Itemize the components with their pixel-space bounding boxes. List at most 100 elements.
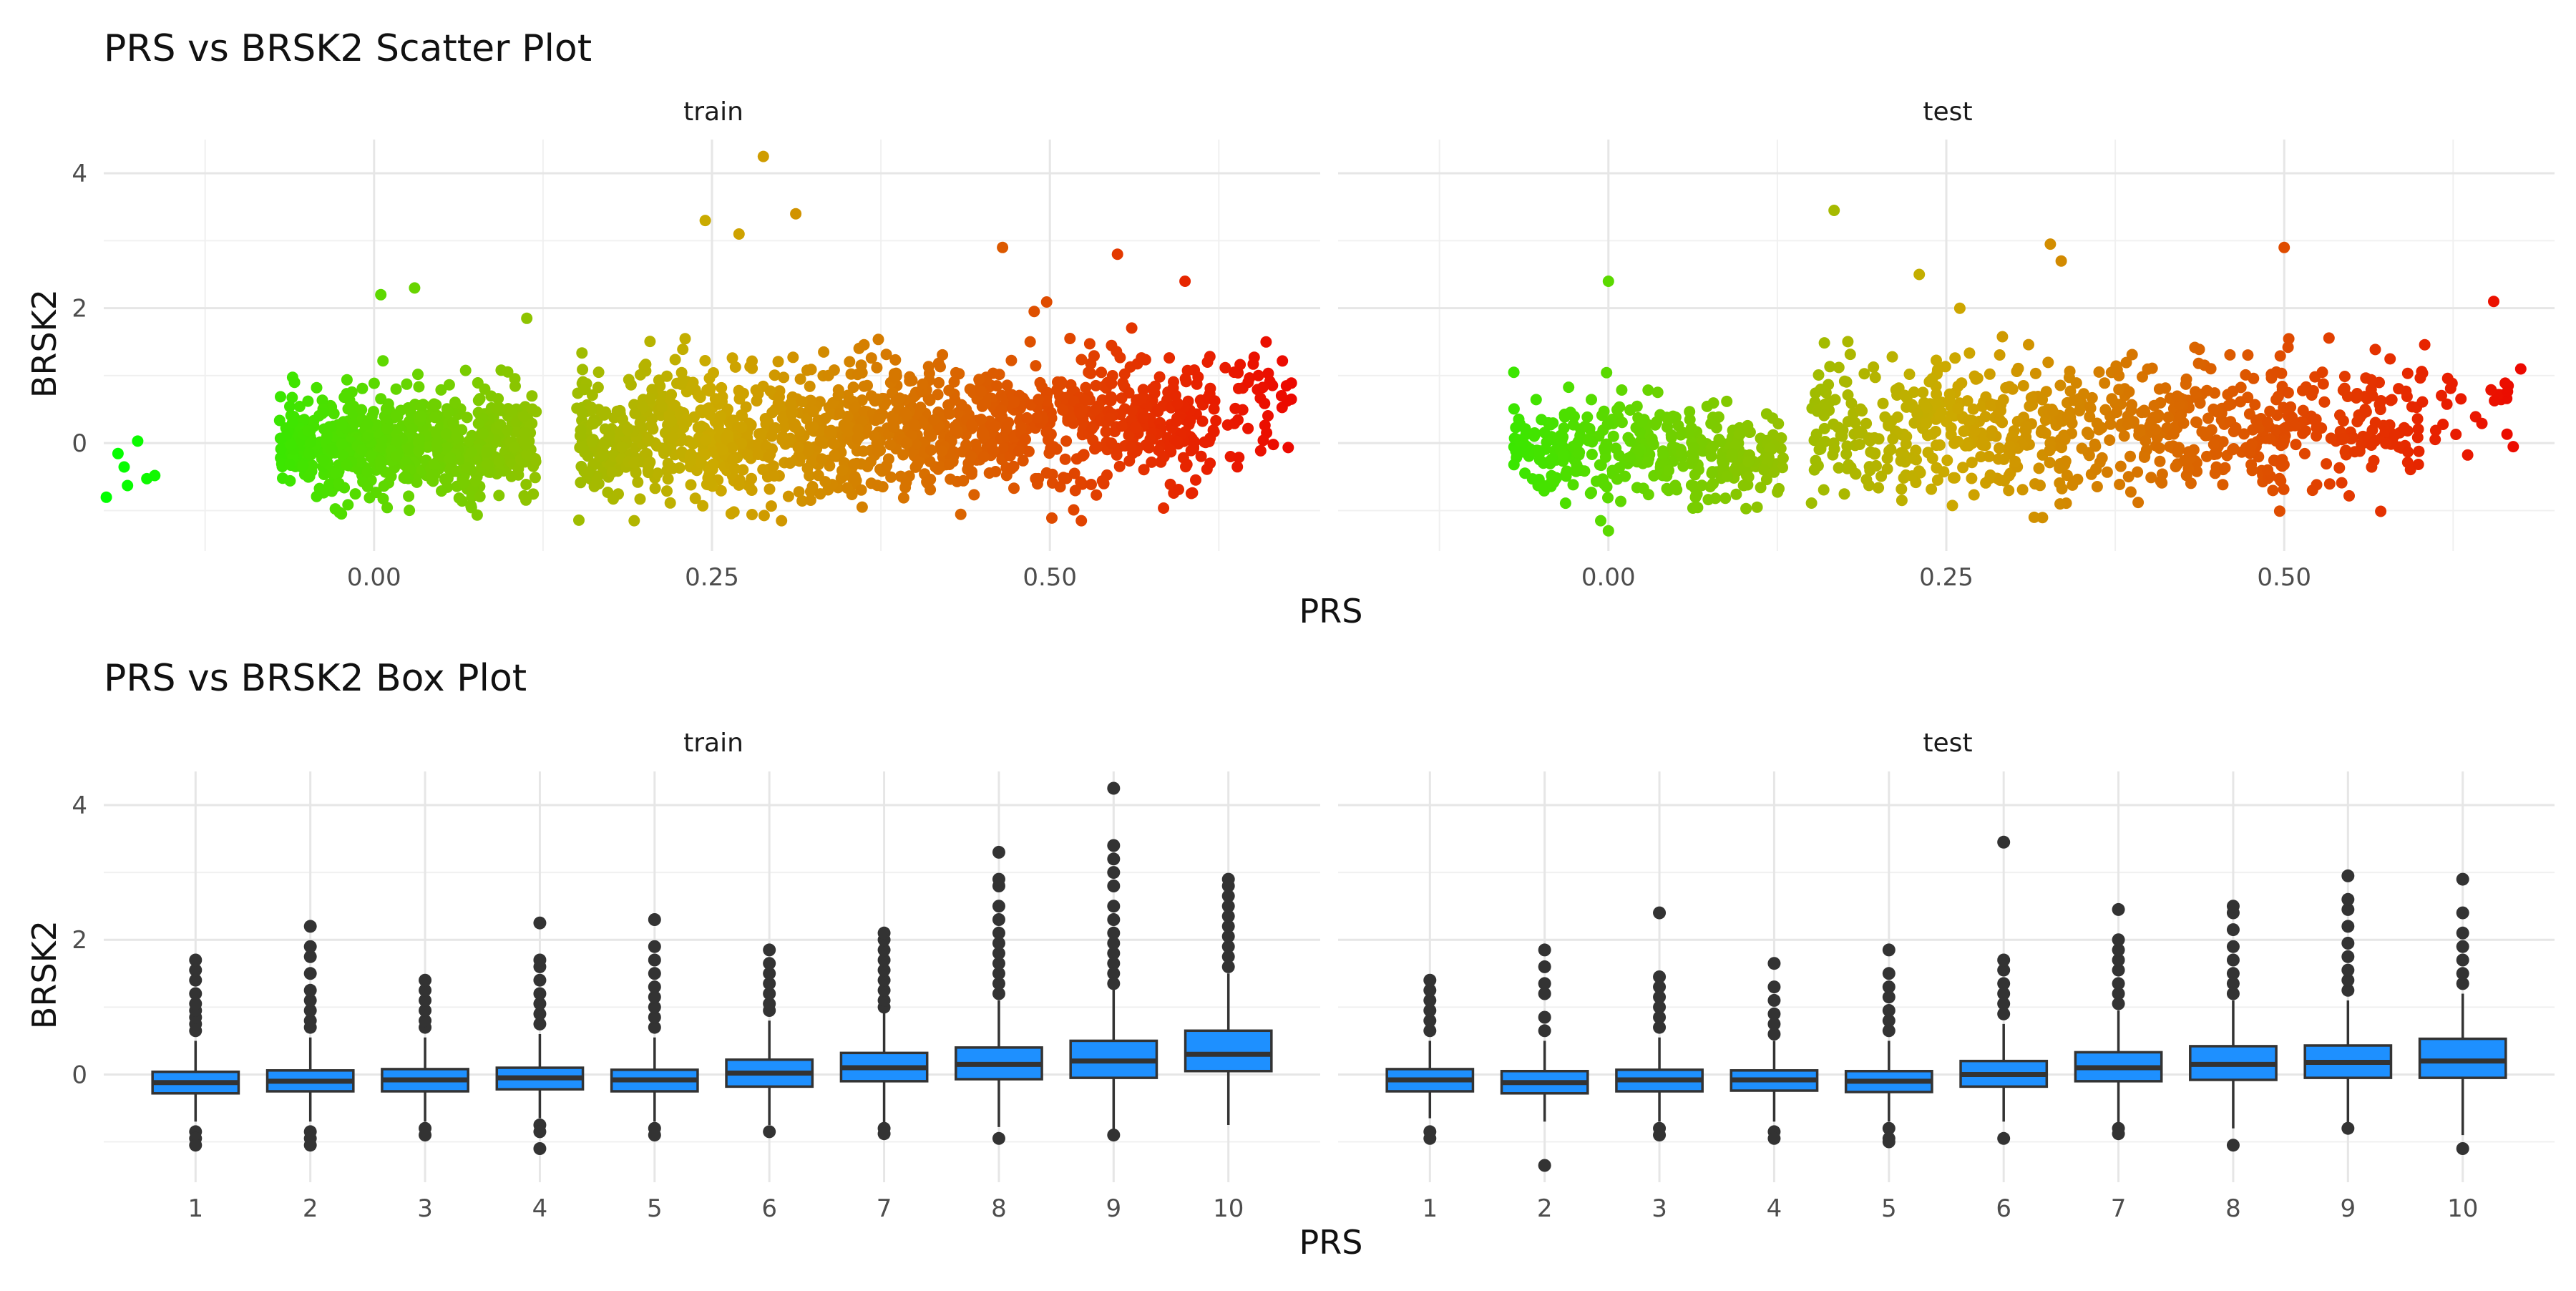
scatter-point bbox=[699, 355, 711, 366]
scatter-point bbox=[493, 489, 505, 502]
scatter-point bbox=[894, 392, 906, 404]
scatter-point bbox=[2096, 452, 2108, 464]
scatter-point bbox=[1106, 437, 1118, 449]
scatter-point bbox=[1611, 404, 1623, 416]
scatter-point bbox=[1931, 354, 1942, 366]
scatter-point bbox=[1282, 442, 1294, 454]
box-outlier bbox=[533, 997, 547, 1010]
scatter-point bbox=[1970, 373, 1982, 385]
scatter-point bbox=[1075, 354, 1088, 366]
box-outlier bbox=[1882, 1135, 1896, 1149]
scatter-point bbox=[2162, 411, 2175, 424]
scatter-point bbox=[368, 406, 379, 418]
scatter-point bbox=[1552, 432, 1564, 444]
scatter-point bbox=[414, 433, 426, 445]
scatter-point bbox=[1994, 349, 2006, 361]
scatter-point bbox=[1931, 388, 1943, 400]
scatter-point bbox=[1204, 457, 1216, 469]
scatter-point bbox=[316, 407, 328, 419]
scatter-point bbox=[695, 457, 707, 469]
scatter-point bbox=[1033, 472, 1045, 484]
box-facet-label-test: test bbox=[1923, 729, 1972, 758]
scatter-point bbox=[1090, 379, 1102, 391]
scatter-point bbox=[687, 438, 699, 450]
scatter-point bbox=[297, 459, 309, 472]
scatter-point bbox=[1144, 433, 1156, 445]
box-outlier bbox=[1882, 967, 1896, 980]
scatter-point bbox=[1881, 463, 1893, 475]
scatter-point bbox=[326, 444, 338, 456]
scatter-point bbox=[442, 406, 454, 419]
box-outlier bbox=[992, 967, 1005, 980]
box-outlier bbox=[1221, 950, 1235, 963]
box-outlier bbox=[1767, 1028, 1781, 1041]
scatter-point bbox=[1968, 489, 1980, 501]
scatter-point bbox=[1114, 409, 1126, 421]
scatter-point bbox=[2033, 462, 2045, 474]
scatter-point bbox=[669, 354, 681, 366]
box-outlier bbox=[2456, 940, 2469, 953]
box-axes: 1 2 3 4 5 6 7 8 9 10 1 2 3 4 5 6 7 8 9 10 0 2 4 bbox=[72, 791, 2478, 1223]
box-outlier bbox=[1538, 987, 1551, 1000]
scatter-point bbox=[1065, 411, 1078, 423]
scatter-point bbox=[2264, 405, 2276, 417]
scatter-point bbox=[2106, 393, 2118, 405]
scatter-point bbox=[943, 408, 955, 420]
scatter-point bbox=[1610, 442, 1622, 454]
scatter-point bbox=[1994, 442, 2005, 454]
scatter-point bbox=[794, 373, 806, 385]
scatter-point bbox=[2036, 512, 2049, 524]
scatter-point bbox=[1669, 479, 1682, 492]
box-outlier bbox=[2341, 973, 2355, 987]
scatter-point bbox=[412, 369, 424, 381]
scatter-point bbox=[447, 416, 459, 429]
scatter-point bbox=[746, 509, 758, 520]
scatter-point bbox=[586, 418, 598, 430]
box-outlier bbox=[877, 953, 891, 967]
scatter-point bbox=[377, 355, 389, 367]
scatter-point bbox=[1961, 395, 1974, 407]
box-outlier bbox=[303, 950, 317, 963]
x-tick-label: 0.00 bbox=[1581, 563, 1636, 592]
scatter-point bbox=[2202, 412, 2214, 424]
box-outlier bbox=[2112, 902, 2125, 916]
scatter-point bbox=[311, 490, 323, 502]
scatter-point bbox=[502, 424, 514, 437]
scatter-point bbox=[2099, 377, 2111, 389]
scatter-point bbox=[2242, 391, 2254, 404]
box-outlier bbox=[1221, 890, 1235, 903]
scatter-point bbox=[792, 442, 804, 454]
scatter-point bbox=[716, 381, 728, 394]
scatter-point bbox=[413, 444, 425, 457]
scatter-point bbox=[661, 370, 673, 382]
scatter-point bbox=[1818, 422, 1830, 434]
scatter-axes: 0.00 0.25 0.50 0.00 0.25 0.50 0 2 4 bbox=[72, 160, 2311, 592]
scatter-point bbox=[471, 509, 483, 521]
scatter-point bbox=[2081, 427, 2093, 439]
box-outlier bbox=[1997, 1131, 2011, 1145]
scatter-point bbox=[841, 482, 853, 494]
scatter-point bbox=[1616, 416, 1628, 429]
scatter-point bbox=[887, 413, 899, 425]
scatter-point bbox=[1751, 501, 1763, 513]
scatter-point bbox=[2210, 461, 2223, 473]
scatter-point bbox=[1259, 397, 1271, 409]
scatter-point bbox=[1510, 445, 1522, 457]
scatter-point bbox=[772, 356, 784, 368]
scatter-point bbox=[2270, 366, 2283, 378]
scatter-point bbox=[1853, 427, 1865, 439]
scatter-point bbox=[2084, 411, 2096, 423]
scatter-point bbox=[790, 208, 802, 220]
scatter-point bbox=[843, 424, 855, 437]
scatter-point bbox=[1169, 389, 1181, 401]
scatter-point bbox=[2412, 423, 2424, 435]
scatter-point bbox=[2091, 481, 2103, 492]
scatter-point bbox=[2224, 349, 2236, 361]
scatter-point bbox=[1663, 464, 1674, 477]
scatter-point bbox=[1257, 381, 1269, 394]
scatter-point bbox=[2123, 386, 2135, 398]
scatter-point bbox=[2502, 386, 2514, 398]
scatter-point bbox=[2230, 422, 2242, 434]
scatter-point bbox=[2275, 474, 2287, 487]
scatter-point bbox=[1083, 366, 1095, 379]
